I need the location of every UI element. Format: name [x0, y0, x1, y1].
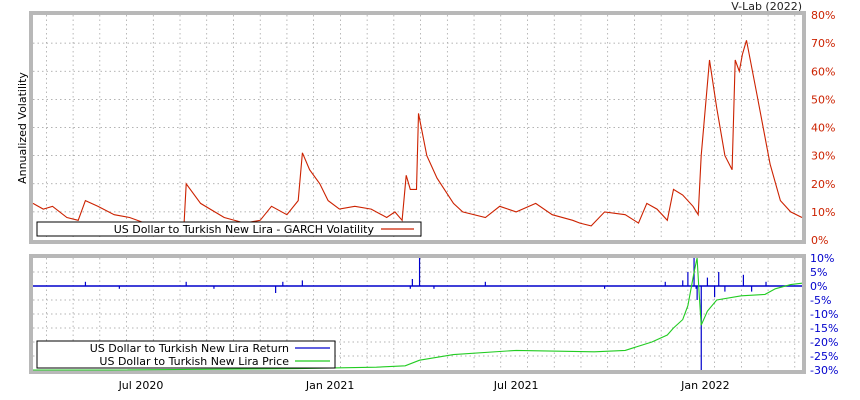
returns-y-tick-label: -25%: [810, 350, 838, 363]
volatility-y-tick-label: 20%: [811, 178, 835, 191]
legend-label-garch-volatility: US Dollar to Turkish New Lira - GARCH Vo…: [114, 223, 375, 236]
x-axis-ticks: Jul 2020 Jan 2021 Jul 2021 Jan 2022: [118, 379, 730, 392]
returns-y-tick-label: -10%: [810, 308, 838, 321]
returns-y-tick-label: 0%: [810, 280, 827, 293]
returns-grid: [33, 258, 802, 370]
volatility-y-tick-label: 10%: [811, 206, 835, 219]
volatility-y-tick-label: 80%: [811, 9, 835, 22]
x-tick-label: Jan 2022: [680, 379, 729, 392]
returns-price-legend: US Dollar to Turkish New Lira Return US …: [36, 340, 336, 369]
volatility-legend: US Dollar to Turkish New Lira - GARCH Vo…: [36, 221, 422, 237]
volatility-y-tick-label: 40%: [811, 122, 835, 135]
series-line-garch-volatility: [32, 40, 803, 227]
x-tick-label: Jul 2020: [118, 379, 164, 392]
returns-y-ticks: 10%5%0%-5%-10%-15%-20%-25%-30%: [810, 252, 838, 377]
volatility-y-axis-label: Annualized Volatility: [16, 72, 29, 184]
volatility-legend-box: [36, 221, 422, 237]
volatility-panel: 0% 10% 20% 30% 40% 50% 60% 70% 80% Annualized Vo…: [16, 9, 835, 247]
vlab-credit: V-Lab (2022): [731, 0, 802, 13]
x-tick-label: Jan 2021: [305, 379, 354, 392]
returns-legend-box: [36, 340, 336, 369]
series-line-lira-price: [33, 257, 803, 371]
volatility-y-tick-label: 0%: [811, 234, 828, 247]
returns-price-series: [33, 257, 803, 371]
volatility-grid: [33, 15, 802, 240]
volatility-series: [32, 40, 803, 227]
returns-y-tick-label: 5%: [810, 266, 827, 279]
legend-label-lira-return: US Dollar to Turkish New Lira Return: [90, 342, 289, 355]
volatility-y-tick-label: 50%: [811, 93, 835, 106]
returns-y-tick-label: -20%: [810, 336, 838, 349]
returns-y-tick-label: -30%: [810, 364, 838, 377]
returns-price-panel: 10%5%0%-5%-10%-15%-20%-25%-30% US Dollar…: [29, 252, 838, 392]
volatility-y-tick-label: 70%: [811, 37, 835, 50]
x-tick-label: Jul 2021: [493, 379, 539, 392]
volatility-y-tick-label: 60%: [811, 65, 835, 78]
returns-y-tick-label: -5%: [810, 294, 831, 307]
returns-y-tick-label: 10%: [810, 252, 834, 265]
volatility-y-ticks: 0% 10% 20% 30% 40% 50% 60% 70% 80%: [811, 9, 835, 247]
volatility-y-tick-label: 30%: [811, 150, 835, 163]
legend-label-lira-price: US Dollar to Turkish New Lira Price: [99, 355, 289, 368]
returns-y-tick-label: -15%: [810, 322, 838, 335]
